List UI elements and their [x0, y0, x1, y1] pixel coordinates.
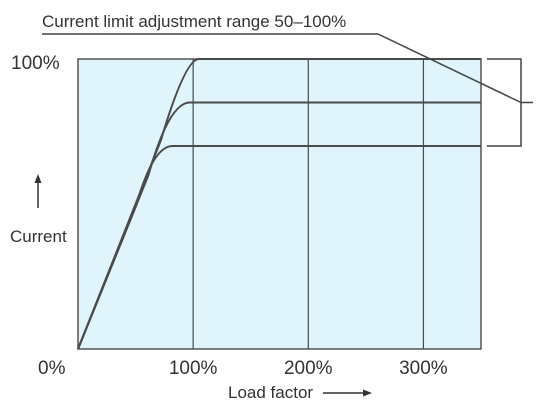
series-line-3 [77, 145, 481, 350]
plot-background [78, 59, 481, 349]
y-tick-label-100: 100% [11, 53, 60, 74]
y-axis-label: Current [10, 227, 67, 246]
annotation-label: Current limit adjustment range 50–100% [42, 12, 346, 31]
annotation-leader-line [42, 33, 533, 104]
tick-labels: 100% 200% 300% 100% 0% [11, 53, 448, 379]
x-axis-label: Load factor [228, 383, 313, 402]
annotation-group: Current limit adjustment range 50–100% [42, 12, 533, 147]
origin-tick-label: 0% [38, 358, 66, 379]
y-axis-arrow-icon [34, 174, 42, 208]
x-tick-label-2: 200% [284, 358, 333, 379]
plot-frame [77, 58, 482, 350]
x-tick-label-1: 100% [169, 358, 218, 379]
x-axis-arrow-icon [323, 389, 372, 397]
series-line-2 [77, 101, 481, 350]
range-bracket [487, 58, 522, 147]
x-tick-label-3: 300% [399, 358, 448, 379]
grid-lines [192, 59, 425, 349]
